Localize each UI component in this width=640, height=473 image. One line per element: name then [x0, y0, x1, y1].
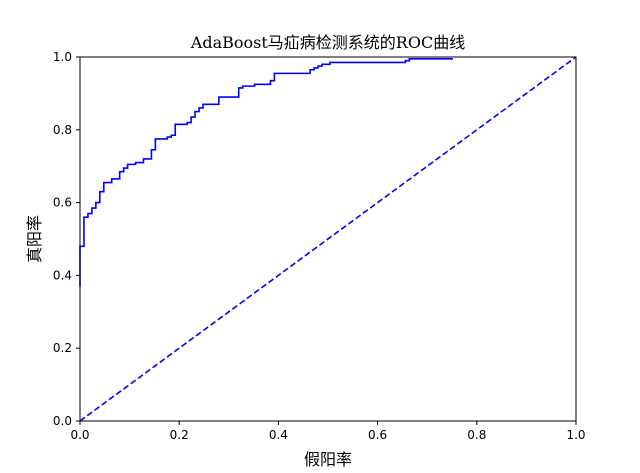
y-tick-label: 1.0 [53, 50, 72, 64]
x-tick-label: 1.0 [566, 428, 585, 442]
x-axis-ticks: 0.0 0.2 0.4 0.6 0.8 1.0 [70, 421, 586, 442]
y-tick-label: 0.6 [53, 196, 72, 210]
x-tick-label: 0.4 [269, 428, 288, 442]
x-tick-label: 0.2 [170, 428, 189, 442]
y-axis-ticks: 0.0 0.2 0.4 0.6 0.8 1.0 [53, 50, 80, 428]
y-tick-label: 0.8 [53, 123, 72, 137]
y-tick-label: 0.4 [53, 268, 72, 282]
x-tick-label: 0.6 [368, 428, 387, 442]
x-tick-label: 0.8 [467, 428, 486, 442]
plot-area [79, 56, 577, 422]
y-tick-label: 0.2 [53, 341, 72, 355]
diagonal-reference-line [79, 56, 577, 422]
x-axis-label: 假阳率 [304, 450, 352, 469]
roc-curve-line [79, 58, 453, 287]
x-tick-label: 0.0 [70, 428, 89, 442]
y-axis-label: 真阳率 [25, 215, 44, 263]
chart-title: AdaBoost马疝病检测系统的ROC曲线 [190, 33, 465, 52]
y-tick-label: 0.0 [53, 414, 72, 428]
axes-frame [79, 56, 577, 422]
